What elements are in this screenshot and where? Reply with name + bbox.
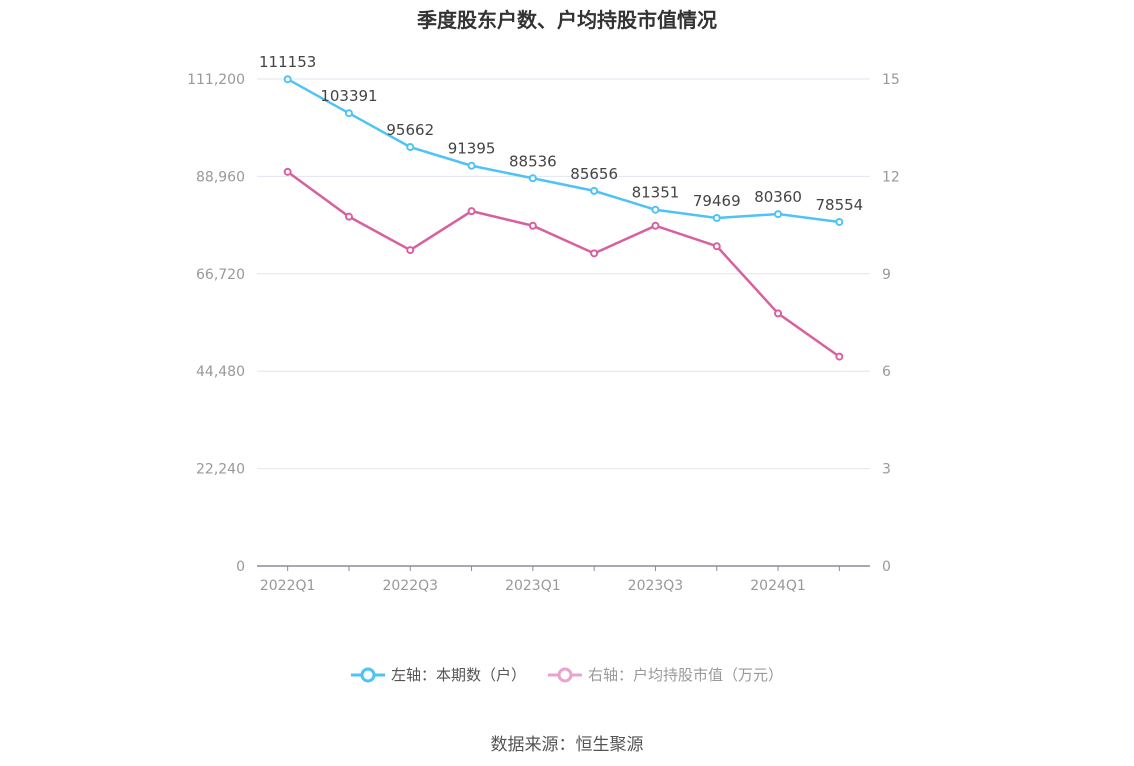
data-label: 81351 [632,184,680,202]
data-point [528,221,537,230]
legend-label: 左轴：本期数（户） [390,666,526,684]
data-point [528,174,537,183]
data-point [774,210,783,219]
legend-item-right[interactable]: 右轴：户均持股市值（万元） [548,664,783,685]
left-tick-label: 66,720 [196,267,245,283]
source-note: 数据来源：恒生聚源 [490,735,644,755]
data-point [467,207,476,216]
data-point [712,213,721,222]
data-label: 80360 [754,188,802,206]
legend-item-left[interactable]: 左轴：本期数（户） [350,664,526,685]
legend-label: 右轴：户均持股市值（万元） [588,666,784,684]
data-point [406,143,415,152]
legend-marker-icon [350,667,385,682]
data-label: 91395 [448,140,496,158]
data-point [283,75,292,84]
data-label: 95662 [386,121,434,139]
data-point [467,161,476,170]
data-point [344,109,353,118]
series-line-right [286,170,841,358]
data-label: 85656 [570,165,618,183]
left-tick-label: 22,240 [196,462,245,478]
data-point [590,186,599,195]
right-tick-label: 3 [882,462,891,478]
right-tick-label: 12 [882,169,900,185]
data-point [406,246,415,255]
data-label: 111153 [259,53,316,71]
data-point [835,352,844,361]
chart-title: 季度股东户数、户均持股市值情况 [417,8,717,32]
right-tick-label: 6 [882,364,891,380]
left-tick-label: 88,960 [196,169,245,185]
data-point [651,205,660,214]
data-point [835,217,844,226]
x-tick-label: 2023Q3 [628,578,684,594]
data-label: 78554 [815,196,863,214]
x-tick-label: 2022Q1 [260,578,316,594]
left-tick-label: 0 [236,559,245,575]
data-point [774,309,783,318]
right-tick-label: 0 [882,559,891,575]
right-tick-label: 15 [882,72,900,88]
data-point [283,167,292,176]
data-label: 88536 [509,152,557,170]
left-tick-label: 44,480 [196,364,245,380]
legend-marker-icon [548,667,582,682]
series-line-left [287,78,840,224]
data-point [712,242,721,251]
data-point [590,249,599,258]
data-point [651,221,660,230]
x-tick-label: 2022Q3 [382,578,438,594]
x-tick-label: 2024Q1 [750,578,806,594]
data-label: 103391 [320,87,377,105]
data-label: 79469 [693,192,741,210]
legend: 左轴：本期数（户） 右轴：户均持股市值（万元） [0,664,1134,685]
x-tick-label: 2023Q1 [505,578,561,594]
right-tick-label: 9 [882,267,891,283]
data-point [344,212,353,221]
left-tick-label: 111,200 [187,72,245,88]
